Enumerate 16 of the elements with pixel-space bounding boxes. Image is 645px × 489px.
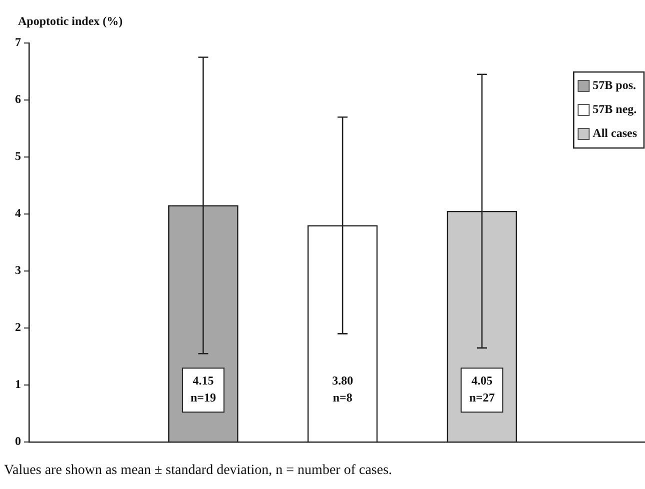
data-label: 4.05 n=27	[469, 374, 495, 405]
data-label: 4.15 n=19	[190, 374, 216, 405]
y-tick-label: 1	[15, 377, 21, 392]
y-tick-label: 3	[15, 263, 21, 278]
y-axis-title: Apoptotic index (%)	[18, 14, 123, 28]
legend-label: 57B pos.	[592, 78, 636, 92]
y-tick-label: 5	[15, 149, 21, 164]
y-tick-label: 6	[15, 92, 21, 106]
y-tick-label: 7	[15, 35, 21, 50]
legend-label: All cases	[592, 126, 638, 140]
legend-label: 57B neg.	[592, 102, 637, 116]
text: Values are shown as mean ± standard deviation, n = number of cases.	[4, 463, 392, 479]
y-tick-label: 4	[15, 206, 21, 220]
y-tick-label: 0	[15, 434, 21, 448]
data-label: 3.80 n=8	[332, 374, 354, 405]
y-tick-label: 2	[15, 320, 21, 334]
